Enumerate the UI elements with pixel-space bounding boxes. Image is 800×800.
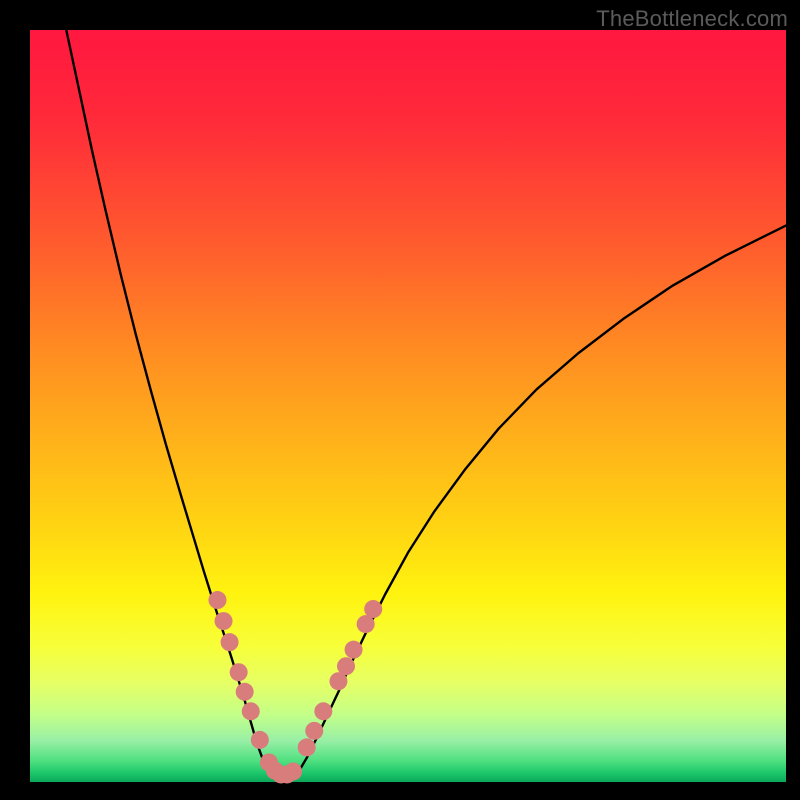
data-marker (305, 722, 323, 740)
data-marker (221, 633, 239, 651)
data-marker (215, 612, 233, 630)
data-marker (242, 702, 260, 720)
data-marker (208, 591, 226, 609)
watermark-text: TheBottleneck.com (596, 6, 788, 32)
data-marker (298, 738, 316, 756)
data-marker (345, 641, 363, 659)
data-marker (251, 731, 269, 749)
plot-background-gradient (30, 30, 786, 782)
data-marker (284, 762, 302, 780)
bottleneck-curve-chart (0, 0, 800, 800)
data-marker (236, 683, 254, 701)
data-marker (337, 657, 355, 675)
data-marker (364, 600, 382, 618)
data-marker (230, 663, 248, 681)
data-marker (314, 702, 332, 720)
